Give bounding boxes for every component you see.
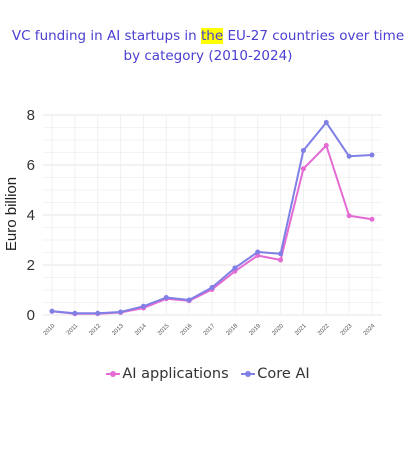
data-point-core-ai[interactable] <box>232 265 238 271</box>
data-point-core-ai[interactable] <box>186 297 192 303</box>
x-tick-label: 2015 <box>157 323 171 337</box>
data-point-ai-applications[interactable] <box>346 213 352 219</box>
series-lines <box>49 120 375 317</box>
data-point-core-ai[interactable] <box>118 309 124 315</box>
title-part-1: VC funding in AI startups in <box>11 28 202 44</box>
chart-title: VC funding in AI startups in the EU-27 c… <box>8 26 408 66</box>
legend-symbol-core-ai <box>241 369 256 379</box>
legend-item-ai-applications[interactable]: AI applications <box>106 366 229 382</box>
data-point-core-ai[interactable] <box>140 303 146 309</box>
data-point-core-ai[interactable] <box>95 310 101 316</box>
y-tick-labels: 0 2 4 6 8 <box>27 107 35 324</box>
legend-item-core-ai[interactable]: Core AI <box>241 366 310 382</box>
data-point-core-ai[interactable] <box>163 295 169 300</box>
x-tick-label: 2011 <box>66 323 80 337</box>
legend-symbol-ai-applications <box>106 369 121 379</box>
x-tick-label: 2022 <box>317 323 331 337</box>
data-point-core-ai[interactable] <box>72 310 78 316</box>
data-point-core-ai[interactable] <box>323 120 329 125</box>
y-tick-label: 0 <box>27 307 35 324</box>
y-tick-label: 8 <box>27 107 35 124</box>
y-tick-label: 4 <box>27 207 35 224</box>
title-highlight: the <box>201 28 224 44</box>
x-tick-label: 2010 <box>43 323 57 337</box>
legend-label-core-ai: Core AI <box>257 366 310 382</box>
legend-label-ai-applications: AI applications <box>122 366 229 382</box>
x-tick-label: 2012 <box>88 323 102 337</box>
data-point-core-ai[interactable] <box>300 148 306 153</box>
x-tick-label: 2017 <box>203 323 217 337</box>
data-point-ai-applications[interactable] <box>369 216 375 222</box>
data-point-core-ai[interactable] <box>49 308 55 314</box>
x-tick-labels: 2010 2011 2012 2013 2014 2015 2016 2017 2018 2019… <box>43 323 377 337</box>
x-tick-label: 2014 <box>134 323 148 337</box>
data-point-core-ai[interactable] <box>278 251 284 257</box>
legend: AI applications Core AI <box>0 366 416 382</box>
x-tick-label: 2018 <box>226 323 240 337</box>
data-point-ai-applications[interactable] <box>300 166 306 172</box>
x-tick-label: 2019 <box>248 323 262 337</box>
data-point-core-ai[interactable] <box>209 285 215 290</box>
y-axis-label: Euro billion <box>3 177 20 251</box>
grid-lines <box>43 114 382 316</box>
data-point-core-ai[interactable] <box>346 153 352 159</box>
data-point-ai-applications[interactable] <box>278 257 284 263</box>
data-point-ai-applications[interactable] <box>323 143 329 148</box>
x-tick-label: 2020 <box>271 323 285 337</box>
x-tick-label: 2021 <box>294 323 308 337</box>
data-point-ai-applications[interactable] <box>255 253 261 258</box>
data-point-core-ai[interactable] <box>369 152 375 158</box>
y-tick-label: 2 <box>27 257 35 274</box>
data-point-core-ai[interactable] <box>255 249 261 255</box>
x-tick-label: 2013 <box>111 323 125 337</box>
x-tick-label: 2024 <box>363 323 377 337</box>
title-part-3: EU-27 countries over time by category (2… <box>123 28 405 64</box>
x-tick-label: 2016 <box>180 323 194 337</box>
y-tick-label: 6 <box>27 157 35 174</box>
x-tick-label: 2023 <box>340 323 354 337</box>
